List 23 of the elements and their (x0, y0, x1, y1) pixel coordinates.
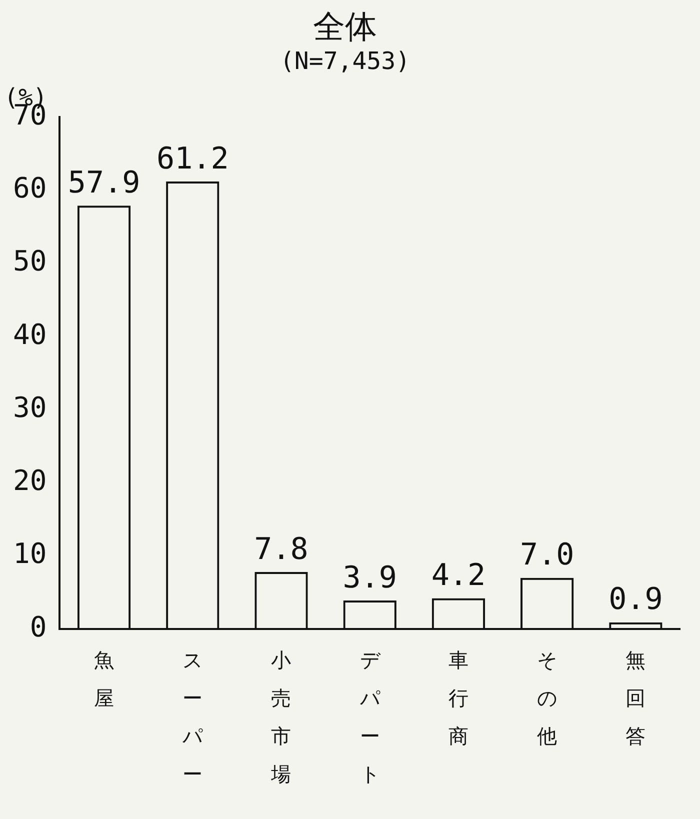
data-label: 61.2 (156, 141, 229, 176)
y-tick-label: 0 (30, 610, 47, 644)
data-label: 4.2 (431, 558, 486, 594)
chart-subtitle: (N=7,453) (280, 47, 410, 76)
y-tick-label: 60 (12, 172, 47, 205)
x-tick-label: 魚屋 (94, 648, 114, 710)
x-tick-label: その他 (537, 648, 558, 748)
x-tick-label: 小売市場 (270, 648, 292, 786)
x-tick-label: スーパー (182, 648, 204, 786)
data-label: 57.9 (68, 165, 140, 200)
data-label: 7.0 (520, 538, 574, 573)
y-tick-label: 10 (12, 537, 47, 570)
x-tick-label: デパート (358, 648, 381, 786)
y-tick-label: 30 (12, 390, 47, 424)
x-tick-label: 車行商 (448, 648, 468, 748)
y-tick-label: 50 (12, 244, 47, 278)
data-label: 7.8 (254, 532, 308, 567)
data-label: 0.9 (608, 582, 663, 618)
chart-title: 全体 (313, 8, 377, 46)
y-tick-label: 40 (12, 318, 47, 351)
y-tick-label: 20 (12, 464, 47, 498)
x-tick-label: 無回答 (626, 648, 646, 748)
data-label: 3.9 (342, 560, 397, 596)
